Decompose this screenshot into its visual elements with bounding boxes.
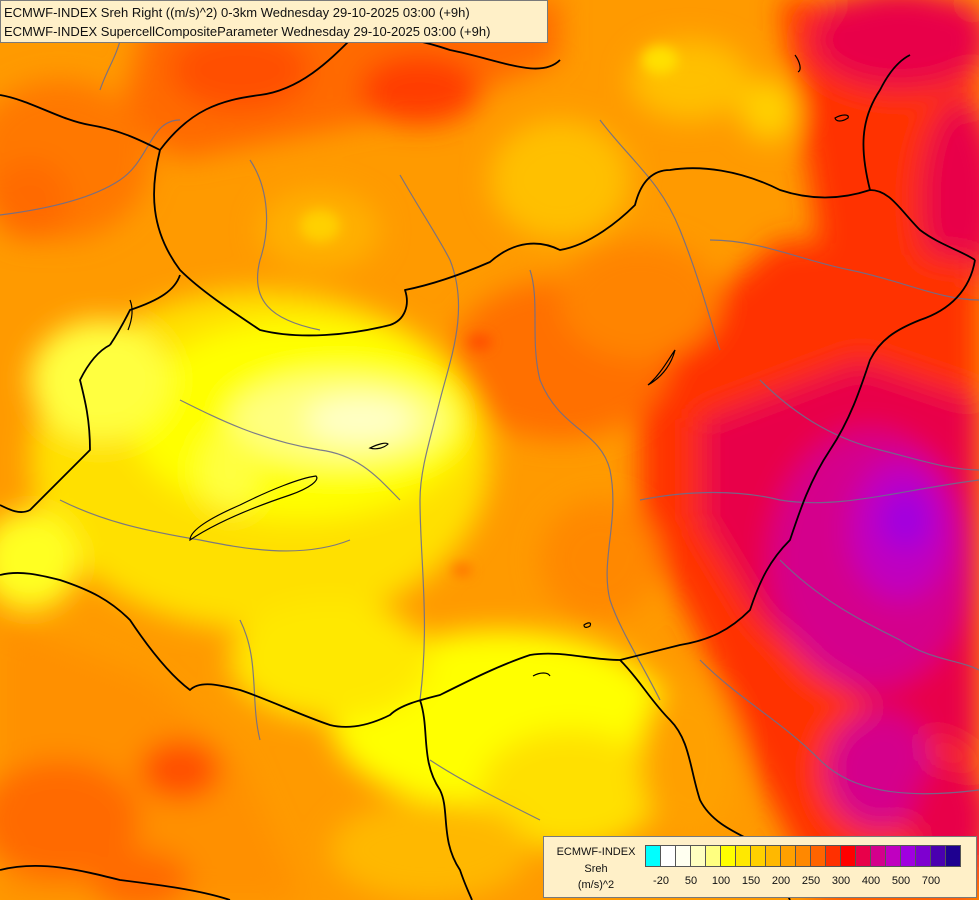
lakes <box>127 54 849 677</box>
legend-swatch <box>945 845 961 867</box>
legend-variable-label: Sreh <box>584 863 608 875</box>
legend-tick-label: 300 <box>831 875 851 887</box>
legend-tick-label: 100 <box>711 875 731 887</box>
legend-swatch <box>690 845 706 867</box>
legend-swatch <box>705 845 721 867</box>
legend-tick-row: -20 50 100 150 200 250 300 400 500 700 <box>645 875 975 891</box>
legend-tick-label: -20 <box>653 875 669 887</box>
map-title-line-2: ECMWF-INDEX SupercellCompositeParameter … <box>4 24 491 39</box>
legend-swatch <box>915 845 931 867</box>
legend-swatch <box>795 845 811 867</box>
legend-swatch <box>660 845 676 867</box>
legend-tick-label: 500 <box>891 875 911 887</box>
legend-tick-label: 200 <box>771 875 791 887</box>
legend-swatch <box>675 845 691 867</box>
legend-swatch <box>735 845 751 867</box>
legend-swatch-bar <box>645 845 961 867</box>
legend-swatch <box>855 845 871 867</box>
legend-tick-label: 400 <box>861 875 881 887</box>
legend-swatch <box>765 845 781 867</box>
legend-swatch <box>720 845 736 867</box>
legend-swatch <box>750 845 766 867</box>
legend-tick-label: 250 <box>801 875 821 887</box>
legend-swatch <box>870 845 886 867</box>
legend-tick-label: 50 <box>684 875 698 887</box>
legend-model-label: ECMWF-INDEX <box>556 846 636 858</box>
map-title-box: ECMWF-INDEX Sreh Right ((m/s)^2) 0-3km W… <box>0 0 548 43</box>
legend-swatch <box>780 845 796 867</box>
legend-tick-label: 150 <box>741 875 761 887</box>
legend-swatch <box>885 845 901 867</box>
legend-swatch <box>810 845 826 867</box>
legend-swatch <box>930 845 946 867</box>
map-title-line-1: ECMWF-INDEX Sreh Right ((m/s)^2) 0-3km W… <box>4 5 470 20</box>
legend-tick-label: 700 <box>921 875 941 887</box>
region-lines <box>0 0 979 821</box>
legend-swatch <box>645 845 661 867</box>
legend-swatch <box>900 845 916 867</box>
country-borders <box>0 34 976 900</box>
legend-swatch <box>840 845 856 867</box>
color-scale-legend: ECMWF-INDEX Sreh (m/s)^2 -20 50 100 150 200 2… <box>543 836 977 898</box>
legend-swatch <box>825 845 841 867</box>
legend-unit-label: (m/s)^2 <box>577 879 615 891</box>
